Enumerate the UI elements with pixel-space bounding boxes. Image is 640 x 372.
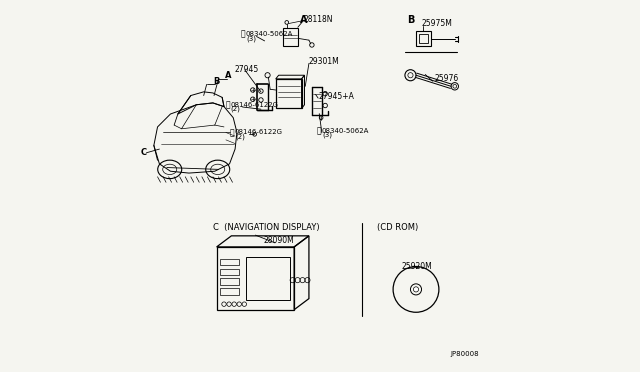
Text: (3): (3) — [323, 132, 333, 138]
Text: 08146-6122G: 08146-6122G — [230, 102, 278, 108]
Text: 28090M: 28090M — [264, 236, 294, 245]
Bar — [276, 79, 301, 109]
Bar — [416, 31, 431, 46]
Bar — [216, 247, 294, 310]
Text: C  (NAVIGATION DISPLAY): C (NAVIGATION DISPLAY) — [213, 223, 319, 232]
Circle shape — [413, 287, 419, 292]
Text: 27945: 27945 — [234, 65, 259, 74]
Bar — [246, 257, 290, 301]
Text: B: B — [213, 77, 220, 86]
Text: Ⓢ: Ⓢ — [241, 29, 245, 38]
Text: 08146-6122G: 08146-6122G — [234, 129, 282, 135]
Text: 08340-5062A: 08340-5062A — [245, 31, 292, 37]
Text: (2): (2) — [230, 106, 241, 112]
Text: 27945+A: 27945+A — [318, 92, 354, 101]
Text: JP80008: JP80008 — [450, 351, 479, 357]
Bar — [283, 28, 298, 46]
Text: A: A — [225, 71, 232, 80]
Text: C: C — [140, 148, 147, 157]
Text: 29301M: 29301M — [309, 57, 340, 66]
Text: 25975M: 25975M — [422, 19, 452, 28]
Text: (CD ROM): (CD ROM) — [377, 223, 419, 232]
Bar — [220, 288, 239, 295]
Text: A: A — [300, 15, 308, 25]
Text: Ⓢ: Ⓢ — [317, 126, 322, 135]
Text: 25920M: 25920M — [401, 262, 432, 270]
Text: (3): (3) — [246, 35, 256, 42]
Bar — [220, 259, 239, 265]
Text: 28118N: 28118N — [303, 15, 333, 23]
Bar — [220, 269, 239, 275]
Text: B: B — [407, 15, 414, 25]
Text: Ⓑ: Ⓑ — [226, 100, 230, 109]
Text: 25976: 25976 — [435, 74, 459, 83]
Text: (2): (2) — [235, 134, 245, 140]
Text: Ⓑ: Ⓑ — [230, 128, 234, 137]
Text: 08340-5062A: 08340-5062A — [322, 128, 369, 134]
Bar — [220, 278, 239, 285]
Bar — [419, 33, 428, 43]
